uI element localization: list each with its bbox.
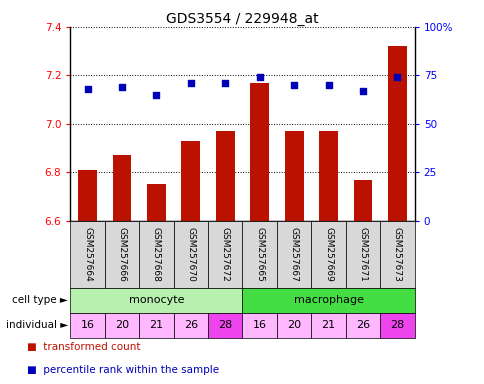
Text: 21: 21 — [149, 320, 163, 331]
Text: GSM257665: GSM257665 — [255, 227, 264, 282]
Bar — [353, 180, 372, 221]
Point — [186, 80, 194, 86]
Bar — [147, 184, 166, 221]
Text: 16: 16 — [80, 320, 94, 331]
Text: GSM257673: GSM257673 — [392, 227, 401, 282]
Bar — [311, 221, 345, 288]
Text: cell type ►: cell type ► — [12, 295, 68, 306]
Bar — [345, 313, 379, 338]
Point — [118, 84, 126, 90]
Point — [324, 82, 332, 88]
Text: GSM257664: GSM257664 — [83, 227, 92, 282]
Bar — [78, 170, 97, 221]
Text: GSM257668: GSM257668 — [151, 227, 161, 282]
Bar — [345, 221, 379, 288]
Bar — [70, 313, 105, 338]
Bar — [208, 221, 242, 288]
Text: monocyte: monocyte — [128, 295, 184, 306]
Text: 21: 21 — [321, 320, 335, 331]
Bar — [379, 221, 414, 288]
Point — [256, 74, 263, 80]
Bar — [181, 141, 200, 221]
Text: 16: 16 — [252, 320, 266, 331]
Bar — [318, 131, 337, 221]
Text: 20: 20 — [115, 320, 129, 331]
Bar — [139, 221, 173, 288]
Bar — [208, 313, 242, 338]
Bar — [70, 288, 242, 313]
Text: GSM257670: GSM257670 — [186, 227, 195, 282]
Point — [152, 92, 160, 98]
Bar — [242, 221, 276, 288]
Bar — [387, 46, 406, 221]
Bar — [276, 313, 311, 338]
Text: 20: 20 — [287, 320, 301, 331]
Bar — [173, 221, 208, 288]
Bar — [379, 313, 414, 338]
Bar — [242, 288, 414, 313]
Text: macrophage: macrophage — [293, 295, 363, 306]
Bar — [215, 131, 234, 221]
Text: 26: 26 — [355, 320, 369, 331]
Text: ■  percentile rank within the sample: ■ percentile rank within the sample — [27, 365, 218, 375]
Point — [289, 82, 297, 88]
Bar — [173, 313, 208, 338]
Text: GSM257667: GSM257667 — [289, 227, 298, 282]
Point — [221, 80, 228, 86]
Bar — [311, 313, 345, 338]
Text: GSM257671: GSM257671 — [358, 227, 367, 282]
Text: 28: 28 — [218, 320, 232, 331]
Title: GDS3554 / 229948_at: GDS3554 / 229948_at — [166, 12, 318, 26]
Bar — [70, 221, 105, 288]
Bar — [105, 313, 139, 338]
Text: ■  transformed count: ■ transformed count — [27, 342, 140, 352]
Point — [358, 88, 366, 94]
Text: GSM257666: GSM257666 — [117, 227, 126, 282]
Bar — [284, 131, 303, 221]
Point — [393, 74, 401, 80]
Bar — [250, 83, 269, 221]
Text: GSM257672: GSM257672 — [220, 227, 229, 282]
Text: individual ►: individual ► — [6, 320, 68, 331]
Bar — [112, 156, 131, 221]
Bar — [242, 313, 276, 338]
Bar — [276, 221, 311, 288]
Bar — [105, 221, 139, 288]
Bar — [139, 313, 173, 338]
Text: GSM257669: GSM257669 — [323, 227, 333, 282]
Text: 28: 28 — [390, 320, 404, 331]
Text: 26: 26 — [183, 320, 197, 331]
Point — [83, 86, 91, 92]
